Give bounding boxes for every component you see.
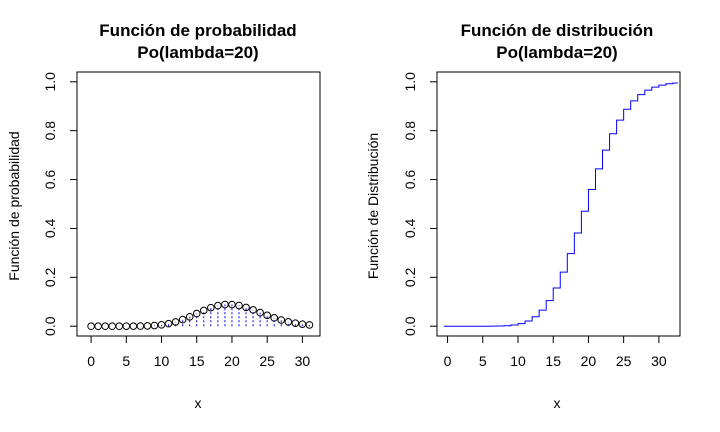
y-tick-label: 1.0 <box>42 72 58 92</box>
data-point <box>270 314 279 322</box>
data-point <box>136 322 145 330</box>
x-axis: 0 5 10 15 20 25 30 <box>87 336 310 369</box>
x-tick-label: 30 <box>295 353 311 369</box>
data-point <box>150 321 159 330</box>
data-point <box>242 303 250 312</box>
x-axis-label: x <box>195 395 202 411</box>
data-point <box>284 317 293 326</box>
data-point <box>108 322 117 331</box>
data-point <box>87 322 95 331</box>
x-tick-label: 0 <box>444 353 452 369</box>
y-axis-label: Función de probabilidad <box>6 131 22 280</box>
x-tick-label: 5 <box>122 353 130 369</box>
data-point <box>115 322 124 331</box>
x-tick-label: 25 <box>616 353 632 369</box>
data-point <box>207 303 215 312</box>
data-point <box>291 319 300 327</box>
x-tick-label: 10 <box>510 353 526 369</box>
x-tick-label: 20 <box>224 353 240 369</box>
data-point <box>94 322 102 331</box>
x-tick-label: 0 <box>87 353 95 369</box>
data-point <box>129 322 138 330</box>
y-tick-label: 0.8 <box>402 121 418 141</box>
data-point <box>157 321 166 329</box>
y-tick-label: 0.6 <box>42 170 58 190</box>
data-point <box>192 309 201 318</box>
plot-marks <box>87 300 314 331</box>
data-point <box>298 320 307 328</box>
y-tick-label: 0.4 <box>42 219 58 239</box>
y-tick-label: 0.4 <box>402 219 418 239</box>
x-tick-label: 20 <box>581 353 597 369</box>
plot-frame <box>436 71 681 337</box>
chart-title-line2: Po(lambda=20) <box>137 43 258 62</box>
x-tick-label: 10 <box>154 353 170 369</box>
y-tick-label: 0.8 <box>42 121 58 141</box>
data-point <box>249 306 257 314</box>
y-tick-label: 1.0 <box>402 72 418 92</box>
data-point <box>101 322 109 331</box>
y-tick-label: 0.2 <box>402 267 418 287</box>
x-tick-label: 15 <box>189 353 205 369</box>
plot-frame <box>76 71 321 337</box>
cdf-step-line <box>444 82 678 327</box>
plot-marks <box>444 82 678 327</box>
data-point <box>171 318 180 326</box>
y-tick-label: 0.6 <box>402 170 418 190</box>
probability-function-panel: Función de probabilidad Po(lambda=20) 0 5… <box>6 21 321 411</box>
x-axis-label: x <box>554 395 561 411</box>
x-tick-label: 25 <box>259 353 275 369</box>
y-tick-label: 0.0 <box>402 316 418 336</box>
data-point <box>185 312 194 321</box>
x-axis: 0 5 10 15 20 25 30 <box>444 336 667 369</box>
data-point <box>228 300 236 309</box>
data-point <box>235 301 243 310</box>
data-point <box>199 306 208 315</box>
x-tick-label: 30 <box>651 353 667 369</box>
y-axis: 0.0 0.2 0.4 0.6 0.8 1.0 <box>402 72 437 336</box>
data-point <box>214 301 222 310</box>
distribution-function-panel: Función de distribución Po(lambda=20) 0 5… <box>365 21 681 411</box>
y-tick-label: 0.2 <box>42 267 58 287</box>
data-point <box>122 322 131 330</box>
chart-title-line2: Po(lambda=20) <box>496 43 617 62</box>
data-point <box>178 315 187 324</box>
y-tick-label: 0.0 <box>42 316 58 336</box>
y-axis-label: Función de Distribución <box>365 133 381 279</box>
chart-title-line1: Función de distribución <box>461 21 654 40</box>
data-point <box>277 316 286 324</box>
data-point <box>143 322 152 330</box>
x-tick-label: 5 <box>479 353 487 369</box>
data-point <box>305 321 314 329</box>
data-point <box>256 308 264 317</box>
data-point <box>263 311 271 320</box>
data-point <box>164 319 173 328</box>
y-axis: 0.0 0.2 0.4 0.6 0.8 1.0 <box>42 72 77 336</box>
chart-title-line1: Función de probabilidad <box>99 21 296 40</box>
x-tick-label: 15 <box>545 353 561 369</box>
